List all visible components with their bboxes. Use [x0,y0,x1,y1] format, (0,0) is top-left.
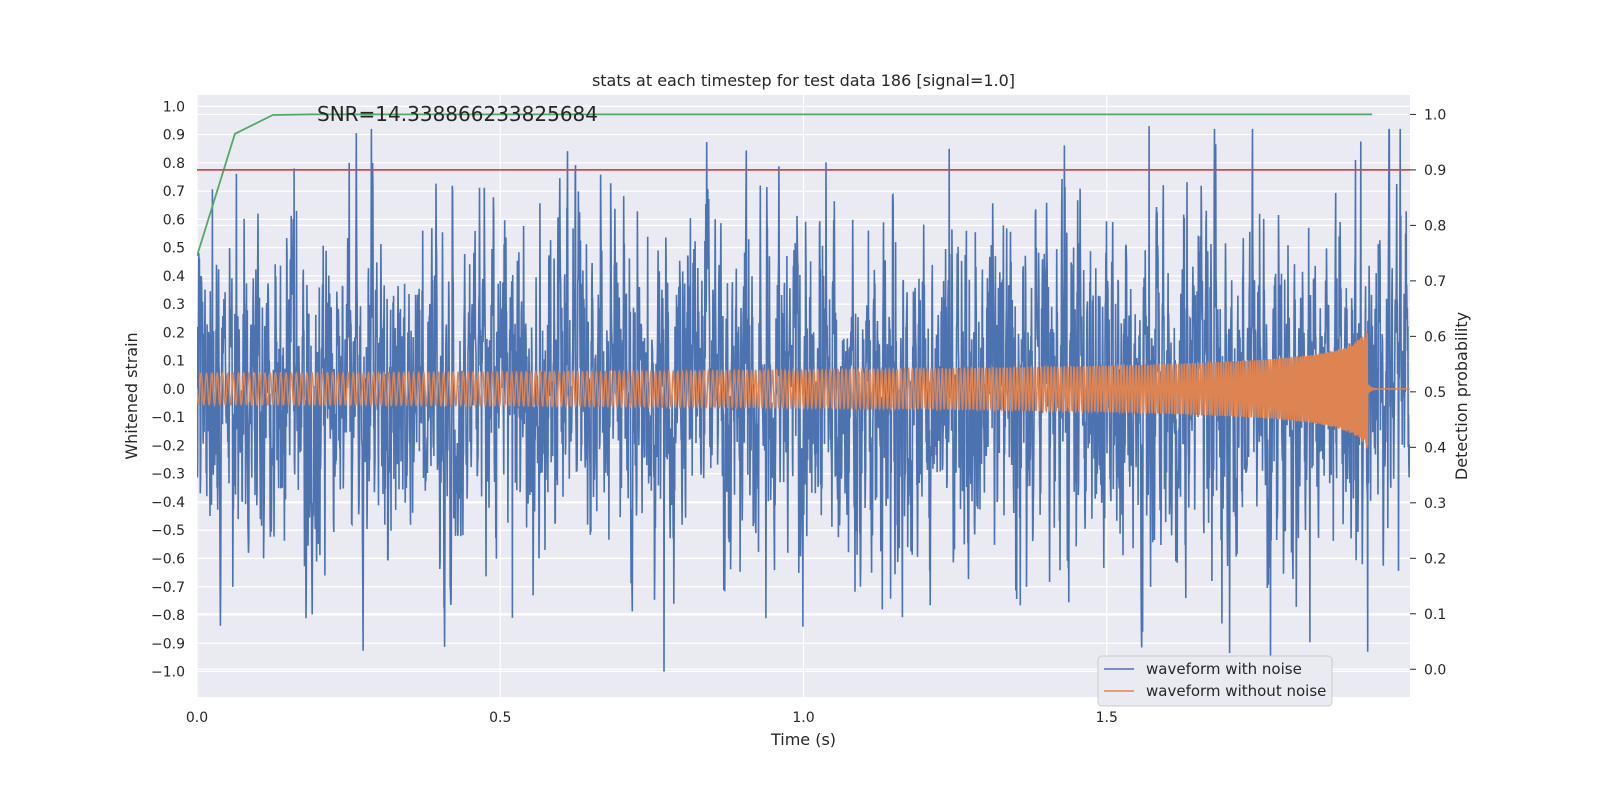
y-tick-label: −0.2 [151,438,185,454]
y2-tick-label: 0.7 [1424,274,1446,290]
y-tick-label: −0.4 [151,495,185,511]
right-y-axis-label: Detection probability [1452,312,1471,480]
y-tick-label: 0.3 [163,297,185,313]
y-tick-label: 0.1 [163,354,185,370]
left-y-axis-ticks: −1.0 −0.9 −0.8 −0.7 −0.6 −0.5 −0.4 −0.3 −0.2 −0.1… [151,99,185,680]
legend-box [1097,655,1333,707]
y-tick-label: −0.7 [151,580,185,596]
y-tick-label: −0.9 [151,636,185,652]
series-waveform-with-noise [197,126,1410,672]
y-tick-label: 0.9 [163,128,185,144]
x-axis-label: Time (s) [770,730,836,749]
chart-title: stats at each timestep for test data 186… [592,71,1015,90]
x-tick-label: 0.5 [489,710,511,726]
x-tick-label: 1.0 [792,710,814,726]
x-axis-ticks: 0.0 0.5 1.0 1.5 [186,710,1118,726]
legend: waveform with noise waveform without noi… [1097,655,1333,707]
y2-tick-label: 0.9 [1424,163,1446,179]
y-tick-label: 0.0 [163,382,185,398]
y2-tick-label: 0.8 [1424,218,1446,234]
y-tick-label: −0.1 [151,410,185,426]
y-tick-label: −0.6 [151,552,185,568]
snr-annotation: SNR=14.338866233825684 [317,102,598,126]
y2-tick-label: 0.4 [1424,440,1446,456]
x-tick-label: 1.5 [1096,710,1118,726]
y2-tick-label: 0.0 [1424,662,1446,678]
y-tick-label: 0.8 [163,156,185,172]
y-tick-label: −0.5 [151,523,185,539]
y-tick-label: −0.3 [151,467,185,483]
series-waveform-without-noise [197,331,1410,449]
y-tick-label: 0.2 [163,325,185,341]
y-tick-label: 1.0 [163,99,185,115]
y-tick-label: −0.8 [151,608,185,624]
y2-tick-label: 1.0 [1424,107,1446,123]
series-detection-probability [197,113,1373,257]
plot-content [197,113,1410,672]
y-tick-label: 0.4 [163,269,185,285]
y2-tick-label: 0.5 [1424,385,1446,401]
y-tick-label: 0.7 [163,184,185,200]
y2-tick-label: 0.1 [1424,607,1446,623]
y-axis-label: Whitened strain [122,332,141,459]
legend-entry-noisy: waveform with noise [1146,660,1302,678]
y-tick-label: −1.0 [151,665,185,681]
x-tick-label: 0.0 [186,710,208,726]
legend-entry-clean: waveform without noise [1146,682,1326,700]
y2-tick-label: 0.6 [1424,329,1446,345]
y-tick-label: 0.5 [163,241,185,257]
right-y-axis-ticks: 0.0 0.1 0.2 0.3 0.4 0.5 0.6 0.7 0.8 0.9 1.0 [1410,107,1446,678]
y-tick-label: 0.6 [163,212,185,228]
y2-tick-label: 0.3 [1424,496,1446,512]
y2-tick-label: 0.2 [1424,551,1446,567]
